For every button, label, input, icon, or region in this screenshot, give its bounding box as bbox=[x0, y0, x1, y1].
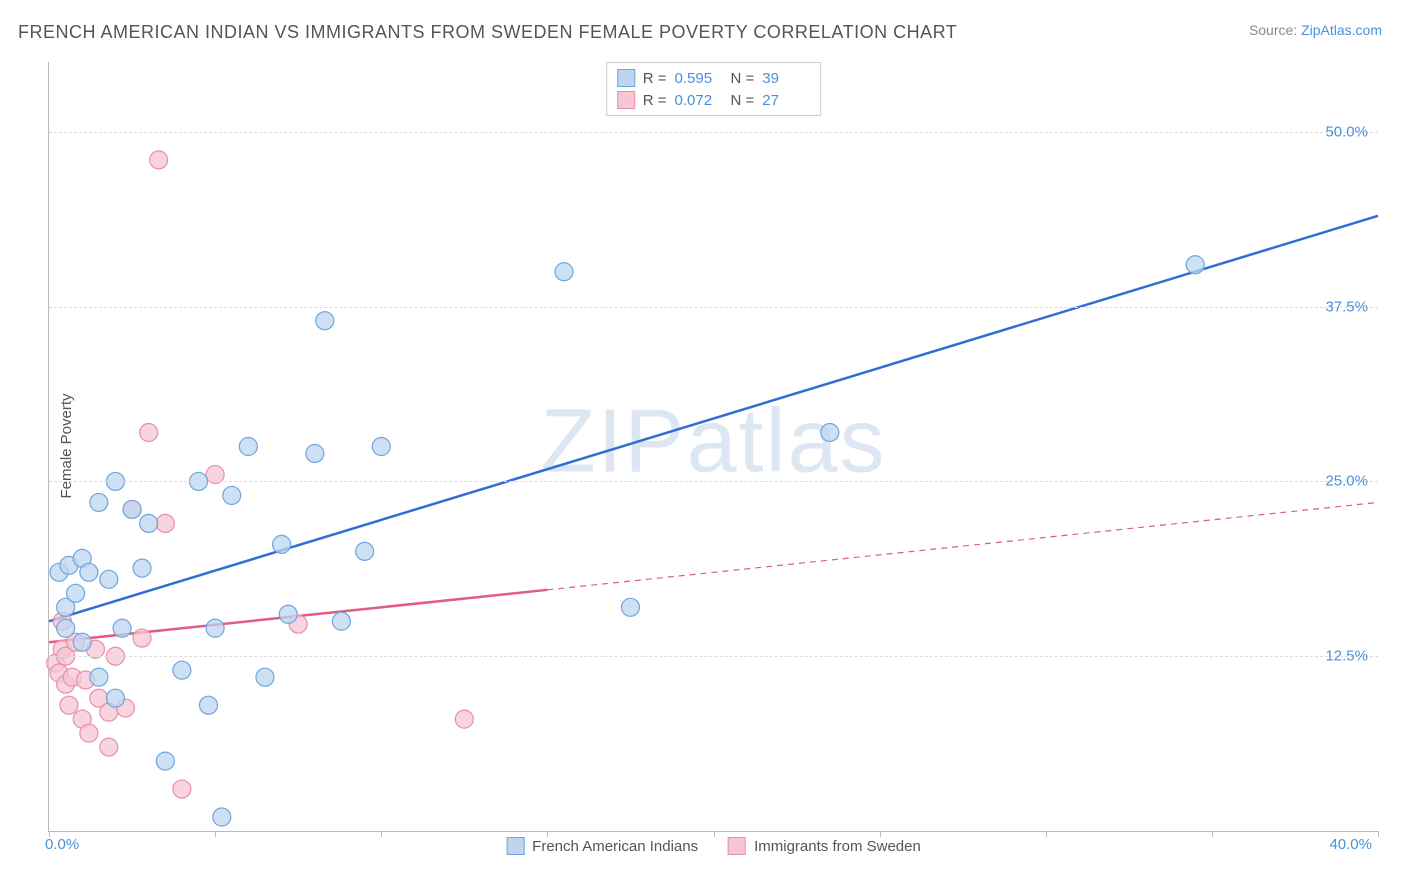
legend-swatch-0 bbox=[506, 837, 524, 855]
gridline-h bbox=[49, 656, 1378, 657]
y-tick-label: 37.5% bbox=[1325, 298, 1368, 315]
x-tick bbox=[547, 831, 548, 837]
x-tick-label: 40.0% bbox=[1329, 836, 1372, 853]
x-tick bbox=[1046, 831, 1047, 837]
source-link[interactable]: ZipAtlas.com bbox=[1301, 22, 1382, 38]
chart-title: FRENCH AMERICAN INDIAN VS IMMIGRANTS FRO… bbox=[18, 22, 957, 43]
x-tick bbox=[1212, 831, 1213, 837]
plot-svg bbox=[49, 62, 1378, 831]
plot-area: ZIPatlas R = 0.595 N = 39 R = 0.072 N = … bbox=[48, 62, 1378, 832]
legend-item-1: Immigrants from Sweden bbox=[728, 837, 921, 855]
legend-label-0: French American Indians bbox=[532, 838, 698, 855]
x-tick bbox=[381, 831, 382, 837]
source-label: Source: bbox=[1249, 22, 1297, 38]
x-tick bbox=[1378, 831, 1379, 837]
y-tick-label: 12.5% bbox=[1325, 648, 1368, 665]
x-tick bbox=[714, 831, 715, 837]
y-tick-label: 25.0% bbox=[1325, 473, 1368, 490]
chart-container: FRENCH AMERICAN INDIAN VS IMMIGRANTS FRO… bbox=[0, 0, 1406, 892]
x-tick bbox=[215, 831, 216, 837]
x-tick bbox=[880, 831, 881, 837]
legend-swatch-1 bbox=[728, 837, 746, 855]
x-tick-label: 0.0% bbox=[45, 836, 79, 853]
bottom-legend: French American Indians Immigrants from … bbox=[506, 837, 921, 855]
gridline-h bbox=[49, 307, 1378, 308]
legend-label-1: Immigrants from Sweden bbox=[754, 838, 921, 855]
gridline-h bbox=[49, 132, 1378, 133]
source-attribution: Source: ZipAtlas.com bbox=[1249, 22, 1382, 38]
legend-item-0: French American Indians bbox=[506, 837, 698, 855]
y-tick-label: 50.0% bbox=[1325, 123, 1368, 140]
gridline-h bbox=[49, 481, 1378, 482]
